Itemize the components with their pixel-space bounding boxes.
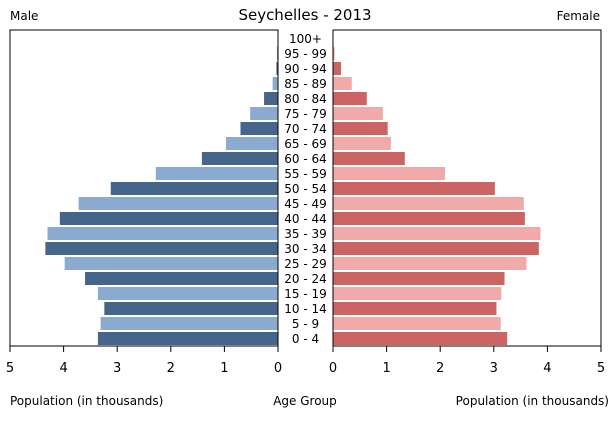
female-tick-label: 3 [490,361,498,376]
female-bar [333,332,508,345]
male-bar [97,287,279,300]
male-tick-label: 4 [59,361,67,376]
age-group-label: 30 - 34 [284,242,327,256]
age-group-label: 85 - 89 [284,77,327,91]
male-bar [104,302,278,315]
male-bar [97,332,279,345]
age-group-label: 5 - 9 [292,317,319,331]
male-x-axis-title: Population (in thousands) [10,394,163,408]
female-bar [333,182,495,195]
female-bars [333,47,541,345]
age-group-label: 20 - 24 [284,272,327,286]
age-group-label: 40 - 44 [284,212,327,226]
age-group-label: 15 - 19 [284,287,327,301]
chart-title: Seychelles - 2013 [238,6,371,24]
age-group-label: 50 - 54 [284,182,327,196]
male-bar [59,212,279,225]
female-bar [333,92,367,105]
age-group-label: 100+ [289,32,322,46]
age-group-label: 80 - 84 [284,92,327,106]
female-bar [333,122,388,135]
male-bar [47,227,278,240]
female-bar [333,227,541,240]
male-bar [85,272,278,285]
female-x-axis-title: Population (in thousands) [456,394,609,408]
age-group-label: 95 - 99 [284,47,327,61]
female-bar [333,317,501,330]
age-group-label: 0 - 4 [292,332,319,346]
female-bar [333,302,497,315]
female-bar [333,242,539,255]
female-bar [333,212,525,225]
male-bar [45,242,278,255]
male-bar [272,77,278,90]
female-bar [333,287,502,300]
age-group-label: 35 - 39 [284,227,327,241]
female-label: Female [557,9,600,23]
female-bar [333,272,505,285]
male-bar [276,47,278,60]
male-tick-label: 0 [274,361,282,376]
male-tick-label: 1 [220,361,228,376]
female-bar [333,62,342,75]
female-plot-frame [332,29,602,347]
male-plot-frame [9,29,279,347]
age-group-axis-title: Age Group [273,394,337,408]
male-bar [100,317,278,330]
female-bar [333,167,446,180]
age-group-label: 70 - 74 [284,122,327,136]
male-bar [276,62,278,75]
female-tick-label: 4 [543,361,551,376]
female-bar [333,137,391,150]
age-group-label: 25 - 29 [284,257,327,271]
age-group-label: 55 - 59 [284,167,327,181]
male-tick-label: 5 [6,361,14,376]
male-bars [45,47,279,345]
male-bar [201,152,278,165]
female-bar [333,107,383,120]
age-group-label: 75 - 79 [284,107,327,121]
age-group-label: 45 - 49 [284,197,327,211]
male-bar [78,197,278,210]
male-tick-label: 3 [113,361,121,376]
female-tick-label: 0 [329,361,337,376]
male-bar [155,167,278,180]
age-group-label: 60 - 64 [284,152,327,166]
male-bar [264,92,278,105]
female-bar [333,47,335,60]
age-group-label: 90 - 94 [284,62,327,76]
male-x-axis: 0 1 2 3 4 5 [6,346,282,376]
female-tick-label: 1 [382,361,390,376]
male-bar [226,137,278,150]
male-bar [250,107,278,120]
male-label: Male [10,9,38,23]
female-bar [333,257,527,270]
male-bar [240,122,278,135]
female-tick-label: 5 [597,361,605,376]
male-bar [64,257,278,270]
female-bar [333,77,352,90]
female-x-axis: 0 1 2 3 4 5 [329,346,605,376]
male-tick-label: 2 [167,361,175,376]
age-group-label: 65 - 69 [284,137,327,151]
female-bar [333,197,524,210]
age-group-label: 10 - 14 [284,302,327,316]
female-bar [333,152,405,165]
male-bar [110,182,278,195]
female-tick-label: 2 [436,361,444,376]
